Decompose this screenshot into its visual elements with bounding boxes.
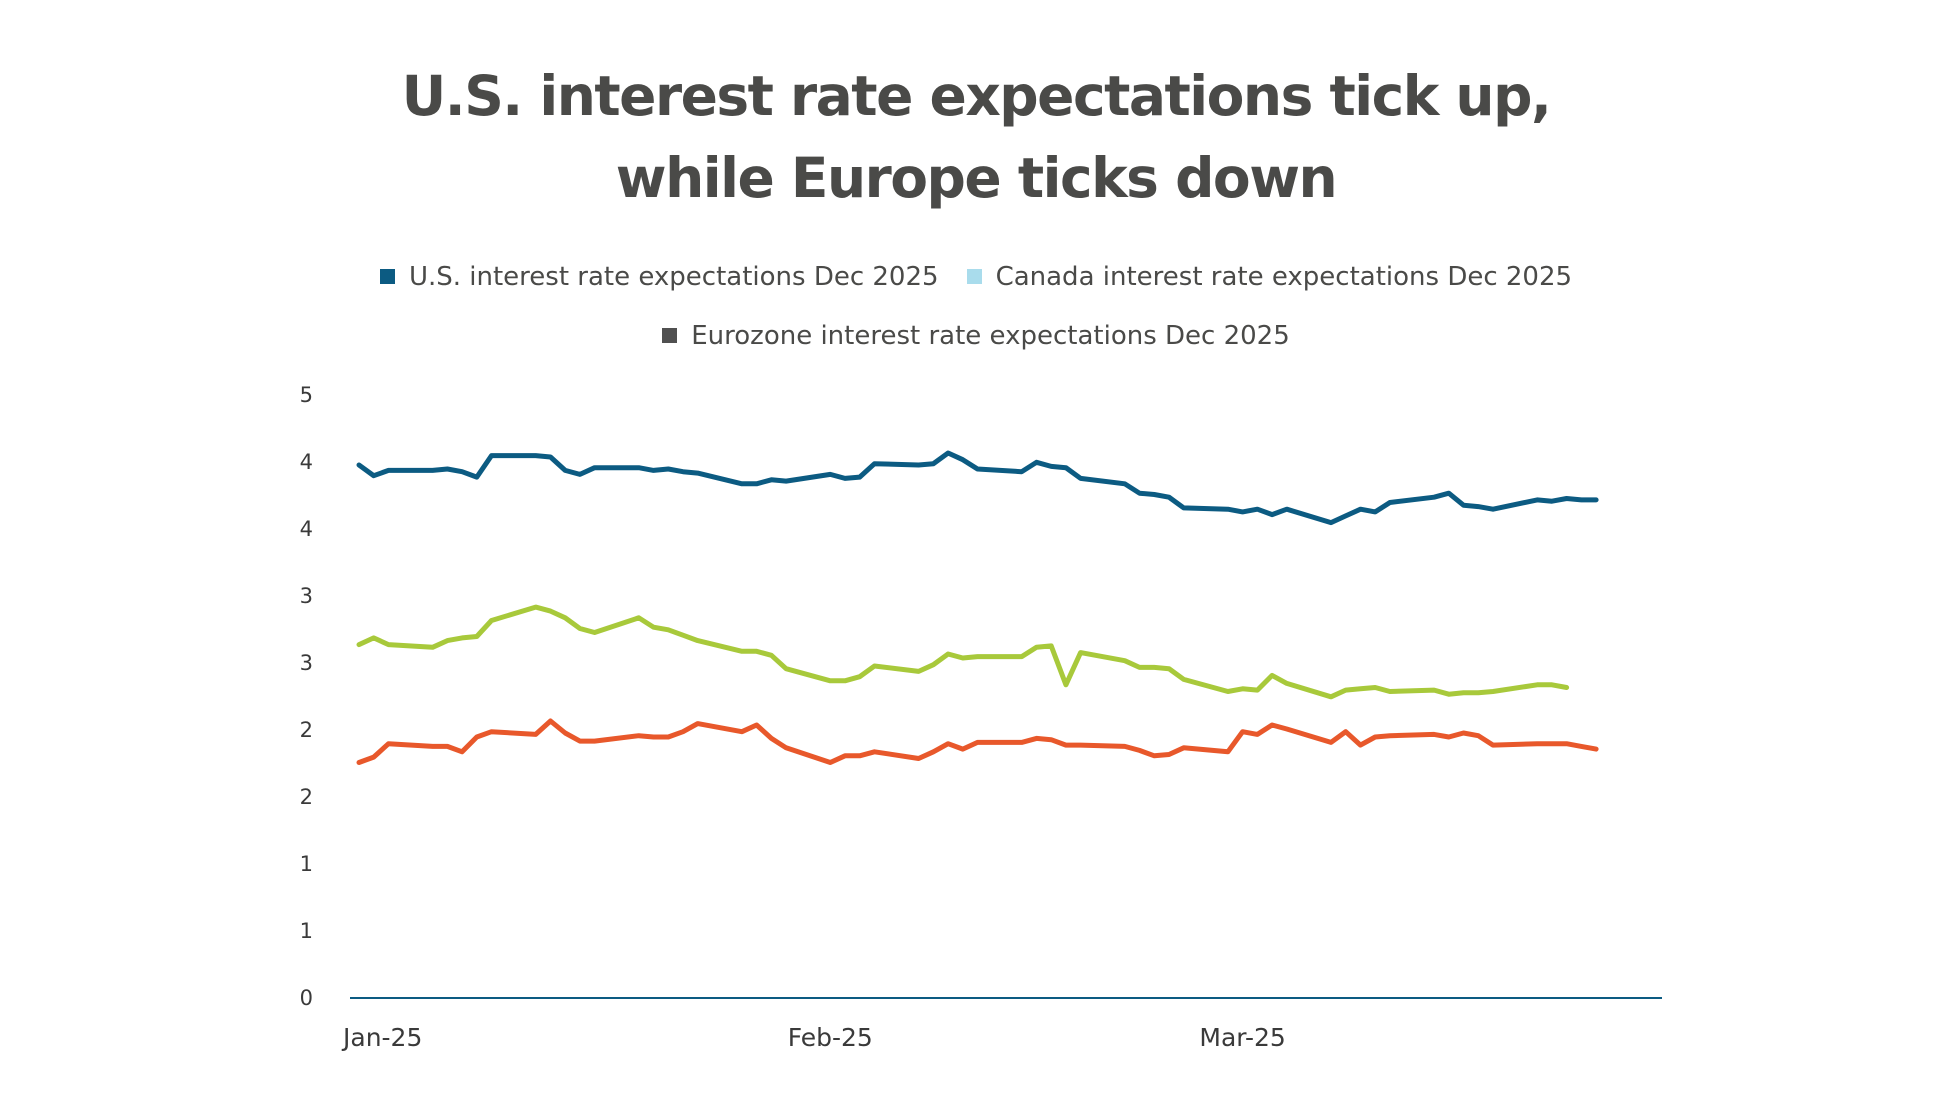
legend-swatch (662, 328, 678, 343)
legend-row: Eurozone interest rate expectations Dec … (0, 321, 1952, 351)
legend-item: Canada interest rate expectations Dec 20… (966, 262, 1573, 292)
chart-title-line-2: while Europe ticks down (615, 146, 1338, 210)
legend-label: Canada interest rate expectations Dec 20… (995, 262, 1573, 292)
x-axis-ticks: Jan-25 Feb-25 Mar-25 (341, 1023, 1286, 1052)
y-tick-label: 4 (300, 450, 313, 474)
y-tick-label: 0 (300, 986, 313, 1010)
legend-label: U.S. interest rate expectations Dec 2025 (408, 262, 939, 292)
legend-row: U.S. interest rate expectations Dec 2025… (0, 262, 1952, 292)
legend-swatch (379, 269, 395, 284)
chart-title: U.S. interest rate expectations tick up,… (0, 55, 1952, 219)
y-tick-label: 3 (300, 651, 313, 675)
y-tick-label: 5 (300, 383, 313, 407)
y-tick-label: 1 (300, 852, 313, 876)
chart-title-line-1: U.S. interest rate expectations tick up, (401, 64, 1552, 128)
legend-swatch (966, 269, 982, 284)
y-tick-label: 2 (300, 718, 313, 742)
series-line-1 (356, 450, 1599, 526)
y-tick-label: 4 (300, 517, 313, 541)
legend-item: U.S. interest rate expectations Dec 2025 (379, 262, 939, 292)
series-lines (356, 450, 1599, 765)
x-tick-label: Jan-25 (341, 1023, 422, 1052)
y-tick-label: 3 (300, 584, 313, 608)
legend-label: Eurozone interest rate expectations Dec … (691, 321, 1290, 351)
legend-item: Eurozone interest rate expectations Dec … (662, 321, 1290, 351)
x-tick-label: Mar-25 (1199, 1023, 1285, 1052)
y-tick-label: 2 (300, 785, 313, 809)
y-axis-ticks: 5 4 4 3 3 2 2 1 1 0 (300, 383, 313, 1010)
series-line-2 (356, 604, 1570, 700)
series-line-3 (356, 718, 1599, 765)
y-tick-label: 1 (300, 919, 313, 943)
x-tick-label: Feb-25 (788, 1023, 873, 1052)
